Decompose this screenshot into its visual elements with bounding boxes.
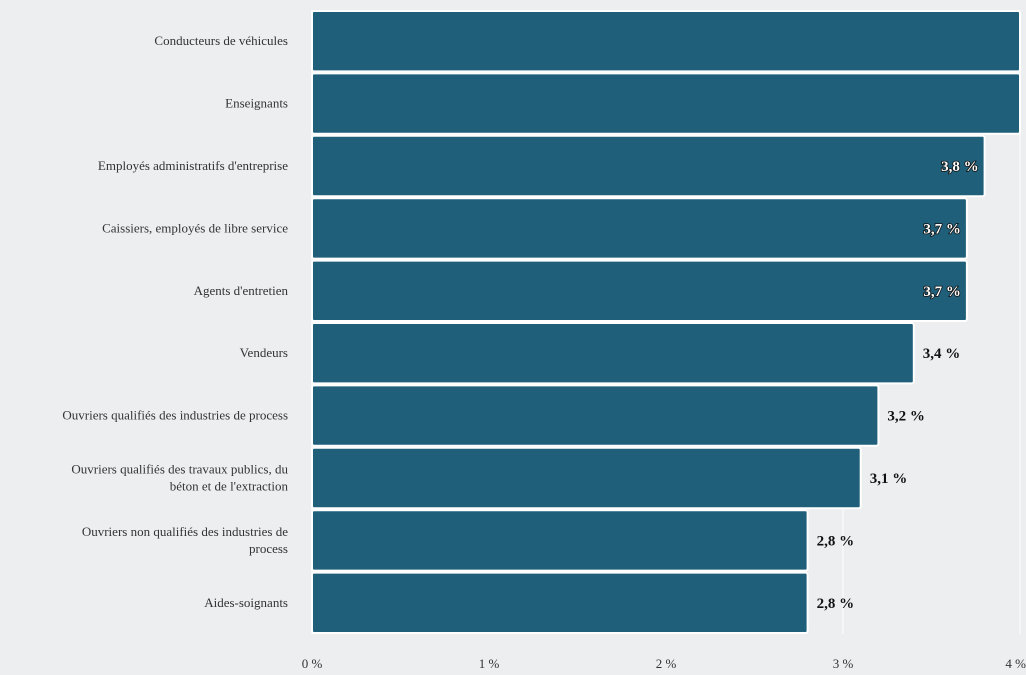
value-label: 3,4 % xyxy=(923,346,961,362)
bar xyxy=(311,10,1021,73)
x-tick-label: 4 % xyxy=(1005,656,1026,671)
category-label: Ouvriers qualifiés des travaux publics, … xyxy=(71,462,288,494)
value-label: 2,8 % xyxy=(817,533,855,549)
category-label: Enseignants xyxy=(225,96,288,111)
category-label: Conducteurs de véhicules xyxy=(154,33,288,48)
category-label: Agents d'entretien xyxy=(194,283,289,298)
category-label: Caissiers, employés de libre service xyxy=(102,220,288,235)
category-label: Ouvriers non qualifiés des industries de… xyxy=(82,524,288,556)
bar xyxy=(311,571,809,634)
value-label: 3,7 % xyxy=(923,221,961,237)
value-label: 2,8 % xyxy=(817,596,855,612)
bar xyxy=(311,322,915,385)
category-label: Ouvriers qualifiés des industries de pro… xyxy=(62,408,288,423)
x-tick-label: 2 % xyxy=(656,656,677,671)
bar xyxy=(311,446,862,510)
value-label: 3,1 % xyxy=(870,471,908,487)
bar xyxy=(311,197,968,260)
category-label: Aides-soignants xyxy=(204,595,288,610)
bar xyxy=(311,134,986,198)
x-tick-label: 0 % xyxy=(302,656,323,671)
category-label: Vendeurs xyxy=(240,345,288,360)
x-tick-label: 3 % xyxy=(833,656,854,671)
bar xyxy=(311,384,880,447)
value-label: 3,2 % xyxy=(887,409,925,425)
category-label: Employés administratifs d'entreprise xyxy=(98,158,288,173)
bar xyxy=(311,259,968,323)
value-label: 3,8 % xyxy=(941,159,979,175)
bar xyxy=(311,509,809,572)
x-tick-label: 1 % xyxy=(479,656,500,671)
bar xyxy=(311,72,1021,135)
value-label: 3,7 % xyxy=(923,284,961,300)
